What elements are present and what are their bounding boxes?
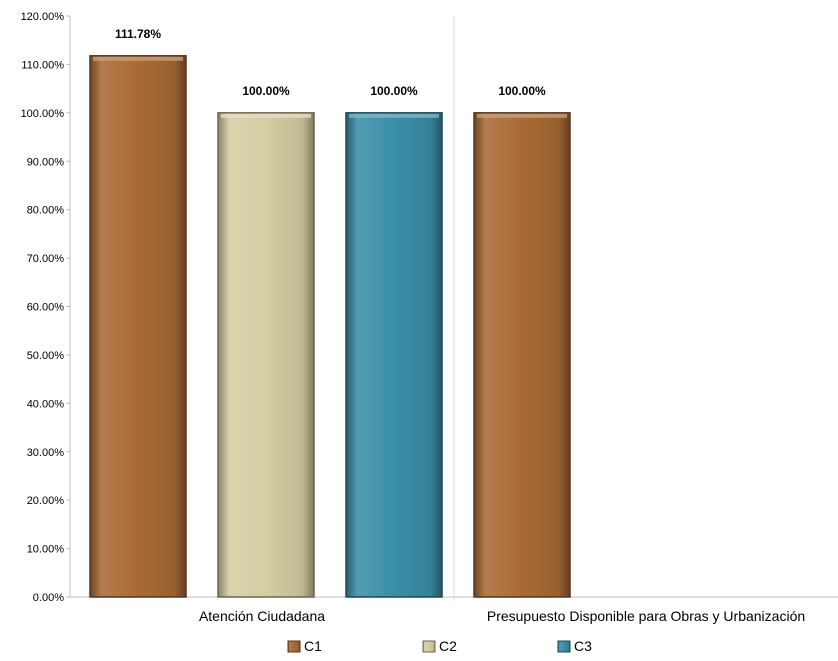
y-axis: 0.00% 10.00% 20.00% 30.00% 40.00% 50.00% 60.00… — [21, 11, 71, 604]
bar-c2-1 — [217, 112, 315, 598]
data-label: 100.00% — [370, 84, 418, 98]
x-category-label: Atención Ciudadana — [199, 608, 325, 624]
y-tick-label: 0.00% — [33, 592, 64, 604]
data-label: 100.00% — [498, 84, 546, 98]
y-tick-label: 120.00% — [21, 11, 65, 23]
legend: C1 C2 C3 — [287, 638, 592, 654]
y-tick-label: 100.00% — [21, 108, 65, 120]
bar-c1-2 — [473, 112, 571, 598]
data-label: 111.78% — [115, 27, 161, 41]
data-labels: 111.78% 100.00% 100.00% 100.00% — [115, 27, 546, 98]
y-tick-label: 20.00% — [27, 495, 65, 507]
legend-swatch-c1 — [287, 640, 301, 653]
legend-label-c3: C3 — [574, 638, 592, 654]
data-label: 100.00% — [242, 84, 290, 98]
y-tick-label: 60.00% — [27, 302, 65, 314]
y-tick-label: 90.00% — [27, 156, 65, 168]
bar-highlight — [477, 113, 567, 118]
legend-label-c1: C1 — [304, 638, 322, 654]
y-tick-label: 40.00% — [27, 398, 65, 410]
y-tick-label: 10.00% — [27, 544, 65, 556]
legend-swatch-c3 — [557, 640, 571, 653]
x-category-label: Presupuesto Disponible para Obras y Urba… — [487, 608, 805, 624]
y-tick-label: 30.00% — [27, 447, 65, 459]
legend-swatch-c2 — [422, 640, 436, 653]
bar-c1-1 — [89, 55, 187, 598]
bar-highlight — [93, 56, 183, 61]
y-tick-label: 110.00% — [21, 59, 64, 71]
x-axis: Atención Ciudadana Presupuesto Disponible… — [70, 16, 838, 624]
y-tick-label: 50.00% — [27, 350, 65, 362]
bars — [89, 55, 571, 598]
y-tick-label: 70.00% — [27, 253, 65, 265]
bar-c3-1 — [345, 112, 443, 598]
bar-highlight — [221, 113, 311, 118]
bar-highlight — [349, 113, 439, 118]
legend-label-c2: C2 — [439, 638, 457, 654]
y-tick-label: 80.00% — [27, 205, 65, 217]
